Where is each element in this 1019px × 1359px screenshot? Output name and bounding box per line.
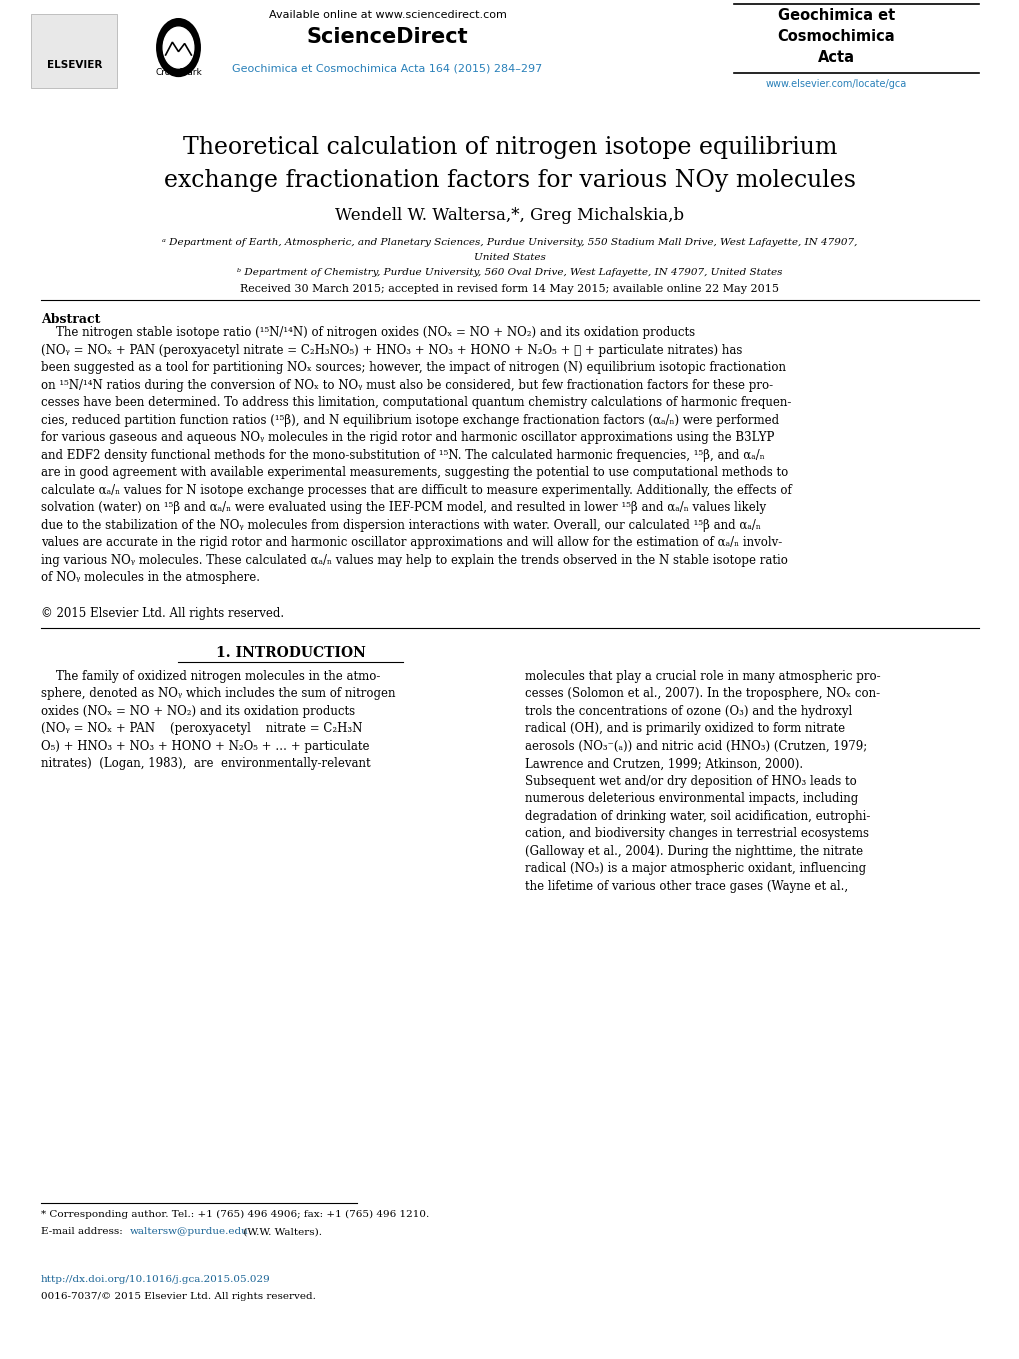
Text: * Corresponding author. Tel.: +1 (765) 496 4906; fax: +1 (765) 496 1210.: * Corresponding author. Tel.: +1 (765) 4…: [41, 1210, 429, 1219]
Text: © 2015 Elsevier Ltd. All rights reserved.: © 2015 Elsevier Ltd. All rights reserved…: [41, 607, 283, 621]
Text: United States: United States: [474, 253, 545, 262]
Text: Theoretical calculation of nitrogen isotope equilibrium: Theoretical calculation of nitrogen isot…: [182, 136, 837, 159]
Text: Cosmochimica: Cosmochimica: [776, 29, 895, 43]
Text: (W.W. Walters).: (W.W. Walters).: [239, 1227, 321, 1237]
Text: The family of oxidized nitrogen molecules in the atmo-
sphere, denoted as NOᵧ wh: The family of oxidized nitrogen molecule…: [41, 670, 395, 771]
Text: ᵇ Department of Chemistry, Purdue University, 560 Oval Drive, West Lafayette, IN: ᵇ Department of Chemistry, Purdue Univer…: [237, 268, 782, 277]
FancyBboxPatch shape: [31, 14, 117, 88]
Text: Received 30 March 2015; accepted in revised form 14 May 2015; available online 2: Received 30 March 2015; accepted in revi…: [240, 284, 779, 294]
Text: Geochimica et: Geochimica et: [777, 8, 894, 23]
Text: Abstract: Abstract: [41, 313, 100, 326]
Text: molecules that play a crucial role in many atmospheric pro-
cesses (Solomon et a: molecules that play a crucial role in ma…: [525, 670, 880, 893]
Text: Acta: Acta: [817, 50, 854, 65]
Text: http://dx.doi.org/10.1016/j.gca.2015.05.029: http://dx.doi.org/10.1016/j.gca.2015.05.…: [41, 1275, 270, 1284]
Ellipse shape: [163, 27, 194, 68]
Ellipse shape: [157, 19, 200, 76]
Text: waltersw@purdue.edu: waltersw@purdue.edu: [129, 1227, 248, 1237]
Text: ELSEVIER: ELSEVIER: [47, 60, 102, 71]
Text: 1. INTRODUCTION: 1. INTRODUCTION: [216, 646, 365, 659]
Text: E-mail address:: E-mail address:: [41, 1227, 125, 1237]
Text: exchange fractionation factors for various NOy molecules: exchange fractionation factors for vario…: [164, 169, 855, 192]
Text: Available online at www.sciencedirect.com: Available online at www.sciencedirect.co…: [268, 10, 506, 19]
Text: 0016-7037/© 2015 Elsevier Ltd. All rights reserved.: 0016-7037/© 2015 Elsevier Ltd. All right…: [41, 1292, 315, 1302]
Text: Wendell W. Waltersa,*, Greg Michalskia,b: Wendell W. Waltersa,*, Greg Michalskia,b: [335, 207, 684, 224]
Text: ᵃ Department of Earth, Atmospheric, and Planetary Sciences, Purdue University, 5: ᵃ Department of Earth, Atmospheric, and …: [162, 238, 857, 247]
Text: ScienceDirect: ScienceDirect: [307, 27, 468, 48]
Text: CrossMark: CrossMark: [155, 68, 202, 77]
Text: Geochimica et Cosmochimica Acta 164 (2015) 284–297: Geochimica et Cosmochimica Acta 164 (201…: [232, 64, 542, 73]
Text: www.elsevier.com/locate/gca: www.elsevier.com/locate/gca: [765, 79, 906, 88]
Text: The nitrogen stable isotope ratio (¹⁵N/¹⁴N) of nitrogen oxides (NOₓ = NO + NO₂) : The nitrogen stable isotope ratio (¹⁵N/¹…: [41, 326, 791, 584]
